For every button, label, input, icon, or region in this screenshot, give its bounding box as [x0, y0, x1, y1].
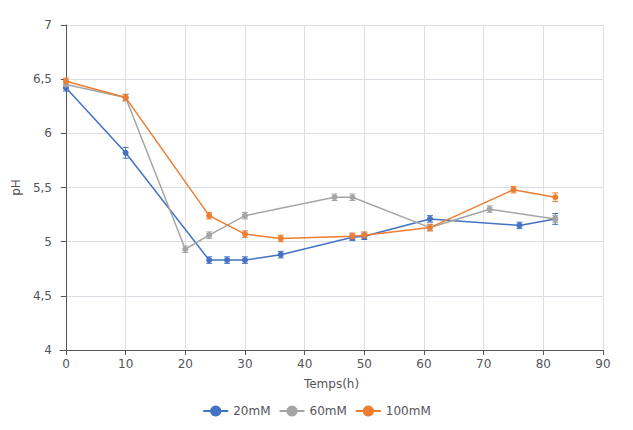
svg-text:Temps(h): Temps(h) [303, 377, 359, 391]
svg-text:6,5: 6,5 [33, 72, 52, 86]
svg-text:4,5: 4,5 [33, 289, 52, 303]
svg-text:5,5: 5,5 [33, 181, 52, 195]
svg-text:7: 7 [44, 18, 52, 32]
svg-text:40: 40 [297, 357, 312, 371]
svg-text:pH: pH [9, 179, 23, 196]
svg-text:60mM: 60mM [310, 404, 347, 418]
svg-text:20mM: 20mM [233, 404, 270, 418]
svg-text:30: 30 [237, 357, 252, 371]
svg-text:20: 20 [178, 357, 193, 371]
svg-text:50: 50 [357, 357, 372, 371]
svg-text:10: 10 [118, 357, 133, 371]
svg-text:70: 70 [476, 357, 491, 371]
svg-text:6: 6 [44, 126, 52, 140]
svg-text:5: 5 [44, 235, 52, 249]
svg-text:60: 60 [416, 357, 431, 371]
svg-text:4: 4 [44, 343, 52, 357]
svg-text:80: 80 [536, 357, 551, 371]
svg-text:0: 0 [62, 357, 70, 371]
svg-text:100mM: 100mM [386, 404, 431, 418]
svg-text:90: 90 [595, 357, 610, 371]
